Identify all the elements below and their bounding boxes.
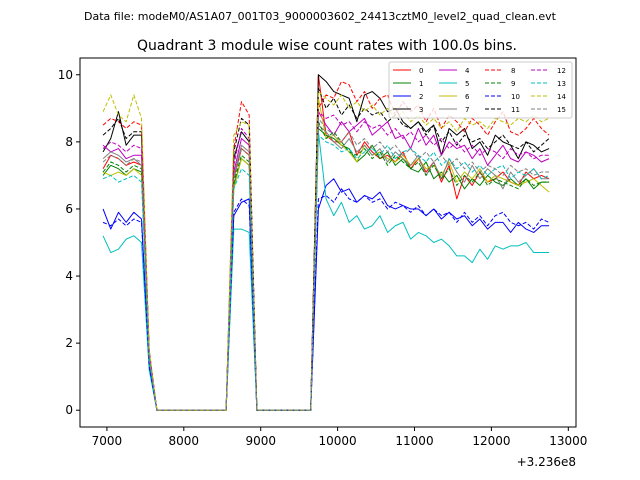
legend-label-5: 5 — [465, 80, 469, 88]
series-group — [102, 74, 550, 411]
y-tick-label: 10 — [58, 68, 73, 82]
plot-area — [102, 74, 550, 411]
legend-label-1: 1 — [419, 80, 423, 88]
legend-label-3: 3 — [419, 106, 423, 114]
x-tick-label: 11000 — [395, 434, 433, 448]
y-tick-label: 4 — [65, 269, 73, 283]
legend-label-10: 10 — [511, 93, 520, 101]
data-file-header: Data file: modeM0/AS1A07_001T03_90000036… — [84, 10, 557, 23]
legend-label-11: 11 — [511, 106, 520, 114]
legend-label-6: 6 — [465, 93, 470, 101]
legend-label-9: 9 — [511, 80, 515, 88]
legend-label-4: 4 — [465, 67, 470, 75]
y-axis: 0 2 4 6 8 10 — [58, 68, 80, 417]
legend-label-8: 8 — [511, 67, 515, 75]
legend-box — [388, 61, 573, 119]
series-line-1 — [102, 127, 550, 411]
series-line-8 — [102, 80, 550, 411]
x-tick-label: 10000 — [319, 434, 357, 448]
legend-label-13: 13 — [557, 80, 566, 88]
series-line-9 — [102, 121, 550, 411]
x-tick-label: 13000 — [549, 434, 587, 448]
legend-label-15: 15 — [557, 106, 566, 114]
series-line-14 — [102, 91, 550, 411]
x-tick-label: 8000 — [169, 434, 200, 448]
legend-label-14: 14 — [557, 93, 566, 101]
series-line-4 — [102, 111, 550, 411]
legend-label-0: 0 — [419, 67, 423, 75]
series-line-12 — [102, 111, 550, 411]
y-tick-label: 0 — [65, 403, 73, 417]
legend-label-12: 12 — [557, 67, 566, 75]
series-line-15 — [102, 117, 550, 411]
y-tick-label: 8 — [65, 135, 73, 149]
legend-label-7: 7 — [465, 106, 469, 114]
x-axis: 7000 8000 9000 10000 11000 12000 13000 — [92, 427, 587, 448]
x-tick-label: 12000 — [472, 434, 510, 448]
series-line-2 — [102, 178, 550, 411]
legend-label-2: 2 — [419, 93, 423, 101]
x-tick-label: 9000 — [245, 434, 276, 448]
x-offset-label: +3.236e8 — [517, 455, 576, 469]
axes-frame — [79, 57, 577, 428]
y-tick-label: 6 — [65, 202, 73, 216]
x-tick-label: 7000 — [92, 434, 123, 448]
chart-title: Quadrant 3 module wise count rates with … — [137, 38, 517, 54]
y-tick-label: 2 — [65, 336, 73, 350]
